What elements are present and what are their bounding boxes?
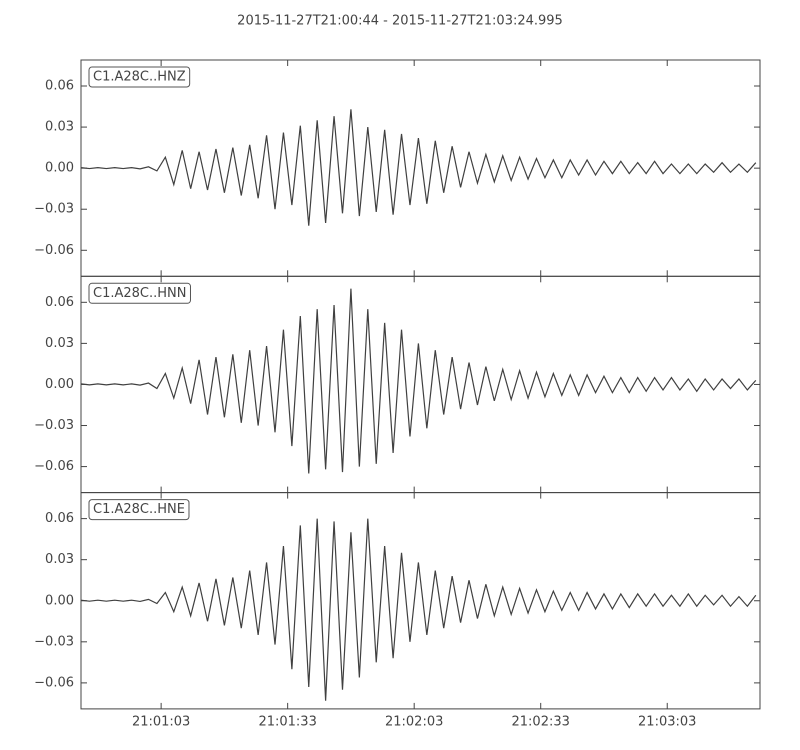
trace-label: C1.A28C..HNE: [93, 502, 185, 517]
y-tick-label: −0.06: [34, 243, 74, 258]
y-tick-label: 0.00: [45, 593, 74, 608]
x-tick-label: 21:01:03: [132, 714, 190, 729]
chart-title: 2015-11-27T21:00:44 - 2015-11-27T21:03:2…: [237, 14, 563, 29]
y-tick-label: 0.03: [45, 552, 74, 567]
trace-label: C1.A28C..HNZ: [93, 70, 186, 85]
y-tick-label: 0.00: [45, 377, 74, 392]
waveform: [80, 518, 757, 701]
x-tick-label: 21:02:33: [512, 714, 570, 729]
y-tick-label: −0.03: [34, 418, 74, 433]
y-tick-label: 0.06: [45, 295, 74, 310]
trace-label-box: [88, 66, 191, 88]
y-tick-label: 0.03: [45, 336, 74, 351]
trace-label-box: [88, 282, 191, 304]
trace-label-box: [88, 499, 190, 521]
waveform: [80, 109, 757, 226]
x-tick-label: 21:01:33: [258, 714, 316, 729]
trace-label: C1.A28C..HNN: [93, 286, 186, 301]
y-tick-label: −0.03: [34, 202, 74, 217]
y-tick-label: 0.03: [45, 120, 74, 135]
y-tick-label: 0.06: [45, 79, 74, 94]
x-tick-label: 21:02:03: [385, 714, 443, 729]
y-tick-label: −0.06: [34, 459, 74, 474]
y-tick-label: −0.06: [34, 675, 74, 690]
panel-frame: [80, 492, 761, 710]
x-tick-label: 21:03:03: [638, 714, 696, 729]
panel-frame: [80, 59, 761, 277]
y-tick-label: 0.00: [45, 161, 74, 176]
waveform: [80, 288, 757, 474]
y-tick-label: −0.03: [34, 634, 74, 649]
panel-frame: [80, 275, 761, 494]
y-tick-label: 0.06: [45, 511, 74, 526]
